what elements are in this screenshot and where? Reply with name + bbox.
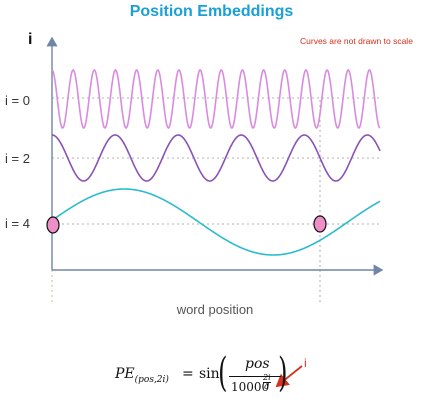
row-label-i2: i = 2 bbox=[5, 151, 30, 166]
y-axis-label: i bbox=[28, 31, 33, 48]
curve-i2 bbox=[51, 134, 381, 182]
formula-equals: = bbox=[182, 366, 194, 382]
formula-exponent: 2i d bbox=[263, 373, 271, 391]
formula-numerator: pos bbox=[245, 356, 270, 372]
marker-position-0 bbox=[46, 216, 60, 234]
scale-note: Curves are not drawn to scale bbox=[300, 36, 413, 46]
formula-fraction-bar bbox=[229, 376, 281, 377]
marker-position-n bbox=[313, 215, 327, 233]
formula-sin: sin bbox=[199, 366, 220, 382]
curve-i4 bbox=[51, 188, 381, 256]
annotation-arrow bbox=[275, 365, 303, 388]
formula-denominator: 10000 bbox=[231, 380, 270, 394]
row-label-i4: i = 4 bbox=[5, 216, 30, 231]
formula: PE(pos,2i) = sin ( pos 10000 2i d ) bbox=[115, 350, 315, 400]
formula-open-paren: ( bbox=[218, 350, 228, 396]
annotation-label: i bbox=[304, 356, 307, 370]
formula-lhs: PE(pos,2i) bbox=[115, 366, 169, 385]
formula-close-paren: ) bbox=[278, 350, 288, 396]
page-title: Position Embeddings bbox=[129, 3, 294, 20]
row-label-i0: i = 0 bbox=[5, 93, 30, 108]
x-axis-label: word position bbox=[176, 302, 254, 317]
curve-i0 bbox=[51, 69, 381, 129]
